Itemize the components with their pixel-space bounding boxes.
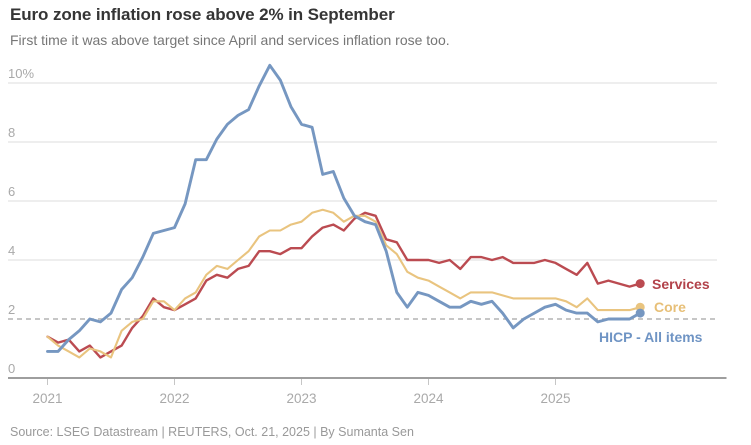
series-endpoint-hicp-all-items: [635, 308, 645, 318]
x-tick-label: 2023: [286, 391, 316, 406]
series-label-core: Core: [654, 299, 686, 315]
x-tick-label: 2025: [540, 391, 570, 406]
x-tick-label: 2024: [413, 391, 444, 406]
y-tick-label: 0: [8, 361, 15, 376]
series-line-services: [46, 211, 642, 359]
series-label-services: Services: [652, 276, 710, 292]
chart-title: Euro zone inflation rose above 2% in Sep…: [10, 5, 395, 24]
chart-subtitle: First time it was above target since Apr…: [10, 32, 450, 48]
y-tick-label: 2: [8, 302, 15, 317]
source-note: Source: LSEG Datastream | REUTERS, Oct. …: [10, 425, 414, 439]
x-tick-label: 2021: [32, 391, 62, 406]
series-line-core: [46, 208, 642, 359]
y-tick-label: 4: [8, 243, 15, 258]
x-tick-label: 2022: [159, 391, 189, 406]
y-tick-label: 8: [8, 125, 15, 140]
y-tick-label: 10%: [8, 66, 34, 81]
series-label-hicp-all-items: HICP - All items: [599, 329, 703, 345]
series-line-hicp-all-items: [46, 63, 642, 353]
y-tick-label: 6: [8, 184, 15, 199]
series-endpoint-services: [635, 279, 645, 289]
